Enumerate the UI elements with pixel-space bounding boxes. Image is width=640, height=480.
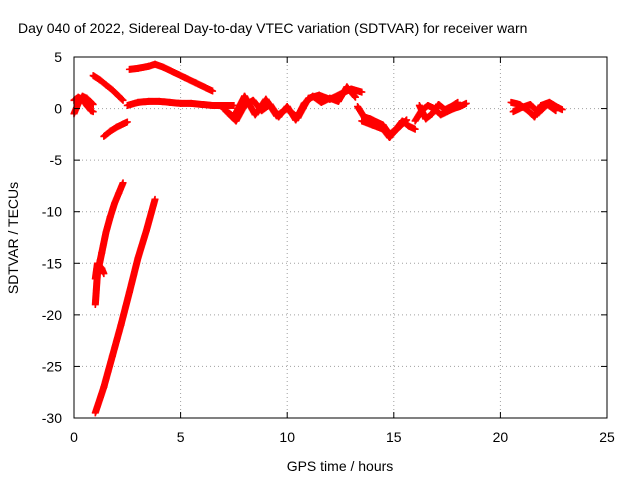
plot-frame (73, 56, 608, 419)
data-point (123, 118, 131, 126)
data-series-arc-11 (224, 83, 359, 125)
y-tick-label: -5 (50, 152, 63, 168)
data-point (89, 100, 97, 108)
y-tick-label: -10 (42, 204, 62, 220)
data-series-arc-7 (91, 259, 108, 283)
x-tick-label: 0 (70, 429, 78, 445)
data-series-arc-9 (123, 97, 238, 109)
data-series-arc-4 (100, 118, 131, 140)
data-point (118, 95, 126, 103)
data-point (100, 270, 108, 278)
data-point (454, 98, 462, 106)
x-tick-label: 25 (599, 429, 615, 445)
data-point (358, 88, 366, 96)
x-axis-label: GPS time / hours (287, 458, 394, 474)
data-point (552, 107, 560, 115)
data-series-arc-3 (89, 72, 127, 104)
data-series-arc-8 (91, 195, 159, 417)
data-series-arc-6 (91, 179, 127, 309)
data-series-arc-13 (358, 116, 411, 141)
data-point (151, 195, 159, 203)
ticks: 0 5 10 15 20 25 5 0 -5 -10 -15 -20 -25 -30 (42, 49, 615, 445)
data-point (119, 96, 127, 104)
data-series-arc-15 (415, 98, 462, 123)
x-tick-label: 5 (177, 429, 185, 445)
grid (74, 57, 607, 418)
data-point (462, 99, 470, 107)
data-point (558, 106, 566, 114)
y-tick-label: -15 (42, 255, 62, 271)
data-series-arc-17 (509, 100, 560, 117)
data-point (89, 108, 97, 116)
data-point (209, 87, 217, 95)
chart-title: Day 040 of 2022, Sidereal Day-to-day VTE… (18, 20, 527, 36)
y-tick-label: -20 (42, 307, 62, 323)
data-series-arc-2 (70, 93, 97, 116)
x-tick-label: 10 (279, 429, 295, 445)
x-tick-label: 15 (386, 429, 402, 445)
y-tick-label: -30 (42, 410, 62, 426)
data-point (351, 93, 359, 101)
data-point (230, 101, 238, 109)
data-points (70, 60, 566, 417)
data-point (403, 116, 411, 124)
y-axis-label: SDTVAR / TECUs (5, 182, 21, 294)
y-tick-label: 5 (54, 49, 62, 65)
y-tick-label: -25 (42, 358, 62, 374)
data-series-arc-5 (125, 60, 217, 95)
data-point (119, 179, 127, 187)
y-tick-label: 0 (54, 101, 62, 117)
x-tick-label: 20 (493, 429, 509, 445)
data-point (411, 125, 419, 133)
